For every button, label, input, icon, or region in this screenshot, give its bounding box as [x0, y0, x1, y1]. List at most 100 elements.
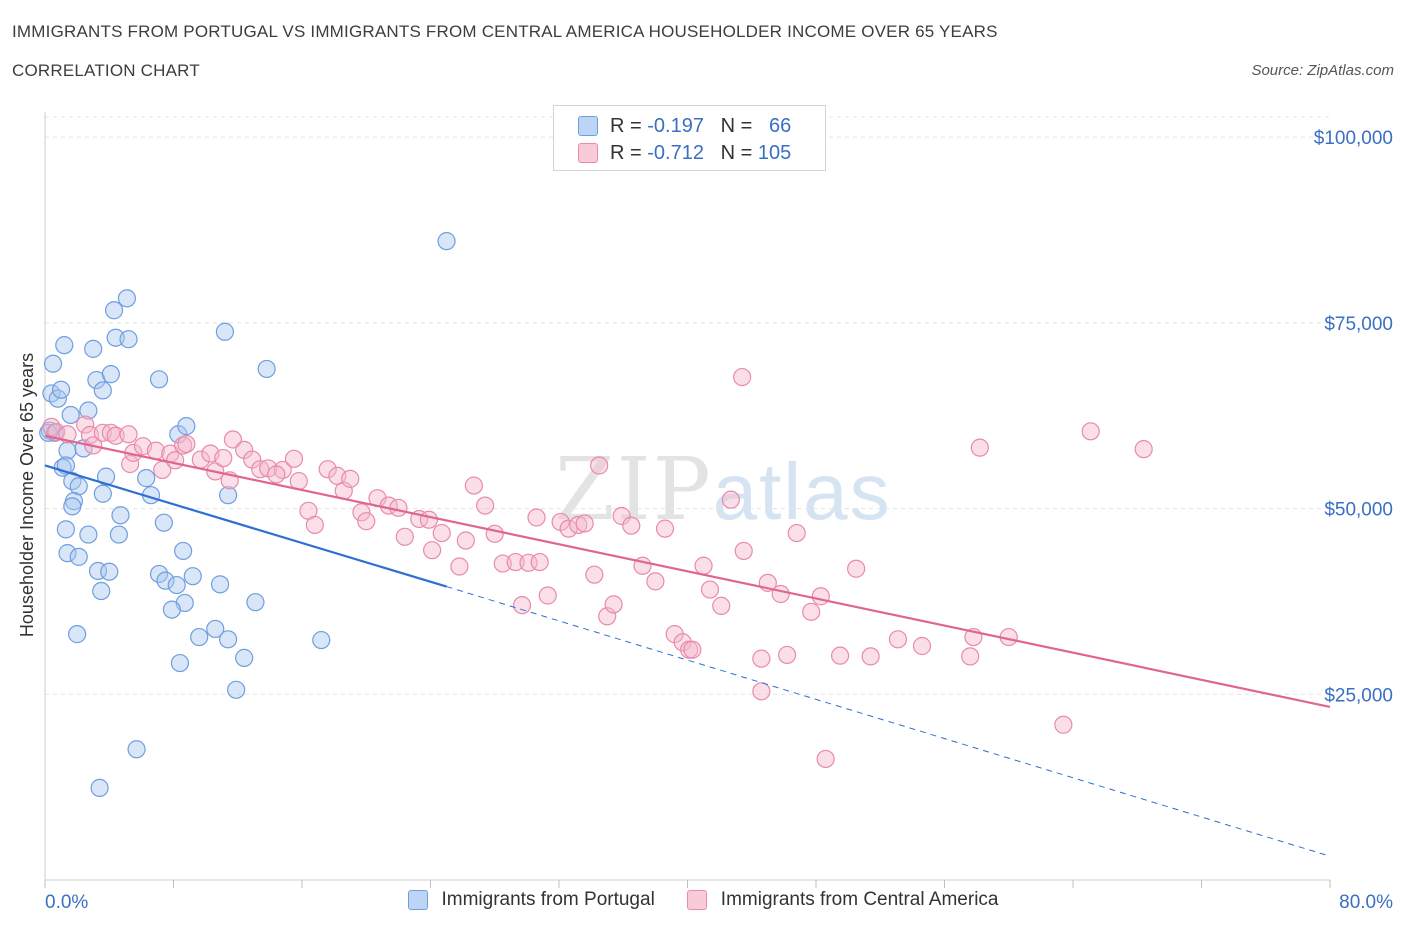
series-legend: Immigrants from Portugal Immigrants from…	[0, 889, 1406, 911]
point-central-america	[223, 430, 243, 449]
point-central-america	[1081, 422, 1100, 441]
point-portugal	[137, 469, 156, 488]
point-central-america	[590, 456, 609, 475]
point-central-america	[1054, 715, 1073, 734]
series-legend-portugal: Immigrants from Portugal	[407, 889, 655, 911]
point-portugal	[51, 380, 71, 399]
point-central-america	[284, 449, 304, 468]
point-portugal	[55, 336, 74, 355]
point-central-america	[811, 587, 830, 606]
point-portugal	[190, 627, 209, 647]
x-tick-label-min: 0.0%	[45, 892, 88, 913]
point-portugal	[312, 630, 331, 650]
point-central-america	[888, 630, 908, 649]
point-portugal	[156, 571, 175, 590]
legend-r-label: R =	[610, 141, 642, 164]
chart-subtitle: CORRELATION CHART	[12, 61, 200, 80]
point-central-america	[575, 514, 594, 533]
point-central-america	[121, 454, 140, 474]
point-central-america	[734, 541, 753, 561]
point-central-america	[970, 438, 989, 457]
point-central-america	[395, 527, 414, 546]
point-central-america	[42, 417, 61, 436]
point-central-america	[318, 460, 337, 479]
point-central-america	[912, 636, 932, 656]
point-portugal	[63, 497, 82, 516]
point-central-america	[733, 367, 752, 387]
point-central-america	[830, 646, 850, 665]
point-central-america	[712, 596, 731, 615]
point-central-america	[961, 647, 980, 666]
point-portugal	[149, 564, 169, 584]
point-portugal	[154, 513, 173, 532]
point-central-america	[569, 515, 588, 535]
point-portugal	[206, 619, 225, 639]
point-portugal	[79, 525, 98, 544]
y-tick-label: $25,000	[1324, 685, 1393, 706]
point-central-america	[646, 572, 665, 591]
point-portugal	[111, 506, 130, 525]
point-portugal	[90, 778, 109, 797]
point-portugal	[96, 467, 116, 486]
point-central-america	[721, 490, 740, 509]
point-portugal	[93, 484, 112, 503]
watermark-atlas: atlas	[712, 447, 892, 536]
point-central-america	[357, 512, 376, 531]
point-central-america	[352, 503, 371, 522]
legend-n-value: 105	[757, 141, 792, 164]
point-central-america	[530, 552, 549, 572]
point-central-america	[771, 584, 790, 604]
point-portugal	[227, 680, 246, 699]
point-portugal	[215, 322, 234, 341]
point-central-america	[787, 523, 806, 543]
point-portugal	[119, 330, 138, 349]
trend-line-central-america	[44, 434, 1331, 708]
series-swatch-portugal	[407, 890, 428, 910]
point-portugal	[92, 581, 111, 601]
point-central-america	[585, 565, 604, 584]
point-central-america	[612, 506, 631, 526]
legend-n-label: N =	[720, 141, 753, 164]
y-tick-label: $75,000	[1324, 314, 1393, 335]
legend-r-label: R =	[610, 114, 642, 137]
series-label-central-america: Immigrants from Central America	[720, 889, 999, 910]
point-central-america	[464, 476, 483, 495]
point-central-america	[450, 557, 469, 576]
point-portugal	[69, 547, 88, 566]
point-portugal	[183, 567, 202, 586]
point-portugal	[56, 520, 75, 539]
legend-row-portugal: R = -0.197 N = 66	[578, 114, 791, 138]
point-portugal	[162, 600, 181, 619]
point-portugal	[84, 339, 103, 358]
trend-line-portugal	[44, 464, 447, 588]
point-central-america	[76, 415, 95, 434]
point-portugal	[68, 625, 87, 644]
point-portugal	[93, 381, 112, 400]
point-central-america	[777, 645, 797, 665]
series-swatch-central-america	[686, 890, 707, 910]
point-central-america	[1134, 440, 1153, 459]
point-central-america	[389, 498, 408, 517]
point-central-america	[700, 580, 720, 599]
point-central-america	[432, 523, 451, 543]
point-central-america	[673, 633, 692, 652]
point-central-america	[177, 434, 196, 454]
point-portugal	[79, 401, 98, 420]
point-central-america	[485, 524, 504, 543]
point-portugal	[100, 562, 119, 581]
legend-n-value: 66	[769, 114, 792, 137]
point-central-america	[423, 541, 442, 560]
point-central-america	[802, 602, 821, 621]
point-central-america	[622, 516, 641, 535]
point-portugal	[104, 301, 124, 320]
point-central-america	[861, 647, 880, 666]
point-central-america	[816, 749, 835, 769]
legend-r-value: -0.712	[647, 141, 704, 164]
point-central-america	[694, 556, 713, 575]
legend-swatch-central-america	[578, 143, 598, 163]
stats-legend: R = -0.197 N = 66 R = -0.712 N = 105	[553, 105, 826, 171]
point-central-america	[683, 640, 702, 659]
source-label: Source: ZipAtlas.com	[1251, 62, 1394, 79]
point-central-america	[305, 515, 324, 535]
point-central-america	[506, 552, 525, 572]
